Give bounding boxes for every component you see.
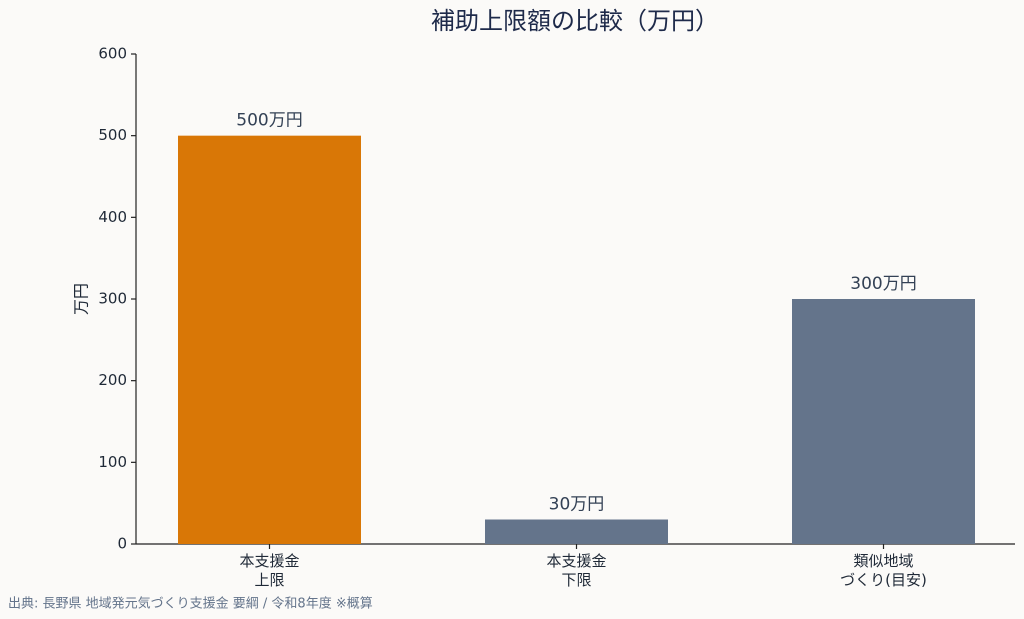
- x-tick-label-line: 類似地域: [853, 552, 913, 570]
- value-label: 500万円: [236, 111, 302, 131]
- value-label: 300万円: [850, 274, 916, 294]
- y-tick-label: 0: [117, 535, 127, 553]
- x-tick-label-line: 下限: [561, 571, 591, 589]
- x-tick-label-line: 本支援金: [239, 552, 299, 570]
- y-tick-label: 300: [98, 290, 127, 308]
- x-tick-label-line: 上限: [254, 571, 284, 589]
- x-tick-label-line: づくり(目安): [840, 571, 927, 589]
- x-tick-label: 本支援金下限: [546, 552, 606, 589]
- x-tick-label: 本支援金上限: [239, 552, 299, 589]
- y-tick-label: 500: [98, 126, 127, 144]
- y-axis-label: 万円: [72, 283, 91, 315]
- bar: [485, 519, 668, 544]
- bar: [792, 299, 975, 544]
- value-label: 30万円: [549, 495, 605, 515]
- source-note: 出典: 長野県 地域発元気づくり支援金 要綱 / 令和8年度 ※概算: [8, 596, 373, 612]
- chart-title: 補助上限額の比較（万円）: [431, 7, 719, 35]
- y-tick-label: 200: [98, 371, 127, 389]
- bar: [178, 135, 361, 544]
- x-tick-label-line: 本支援金: [546, 552, 606, 570]
- y-tick-label: 400: [98, 208, 127, 226]
- y-tick-label: 100: [98, 453, 127, 471]
- x-tick-label: 類似地域づくり(目安): [840, 552, 927, 589]
- y-tick-label: 600: [98, 45, 127, 63]
